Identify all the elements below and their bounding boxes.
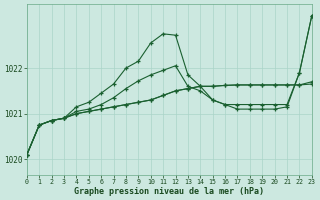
X-axis label: Graphe pression niveau de la mer (hPa): Graphe pression niveau de la mer (hPa) — [74, 187, 264, 196]
